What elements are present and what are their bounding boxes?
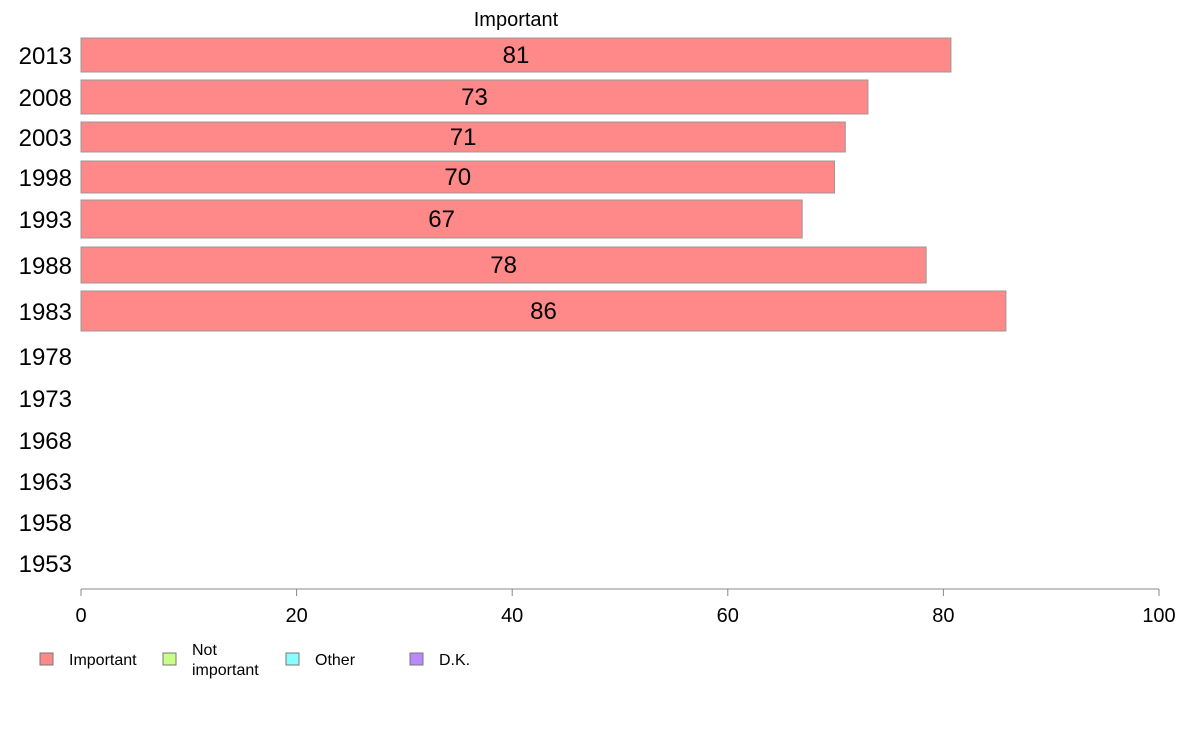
legend-label-1: Not important — [192, 642, 259, 679]
x-axis: 0 20 40 60 80 100 — [75, 588, 1176, 627]
x-tick-label-80: 80 — [932, 605, 954, 627]
y-tick-label-2003: 2003 — [19, 125, 72, 152]
x-tick-label-0: 0 — [75, 605, 86, 627]
y-tick-label-1993: 1993 — [19, 207, 72, 234]
y-tick-label-1958: 1958 — [19, 510, 72, 537]
legend-swatch-1 — [162, 652, 177, 666]
x-tick-label-40: 40 — [501, 605, 523, 627]
y-tick-label-1988: 1988 — [19, 253, 72, 280]
bars-layer: 2013 81 2008 73 2003 71 1998 70 1993 67 1988 78 1983… — [19, 37, 1007, 578]
y-tick-label-1973: 1973 — [19, 386, 72, 413]
chart-title: Important — [474, 9, 559, 31]
legend-label-3: D.K. — [439, 652, 470, 669]
y-tick-label-2008: 2008 — [19, 85, 72, 112]
bar-2013 — [80, 37, 952, 73]
bar-2008 — [80, 79, 869, 115]
legend-swatch-3 — [409, 652, 424, 666]
bar-2003 — [80, 121, 846, 153]
bar-1988 — [80, 246, 927, 284]
bar-value-label-1998: 70 — [444, 164, 471, 191]
y-tick-label-1978: 1978 — [19, 344, 72, 371]
bar-value-label-2008: 73 — [461, 84, 488, 111]
y-tick-label-1963: 1963 — [19, 469, 72, 496]
y-tick-label-1983: 1983 — [19, 299, 72, 326]
bar-value-label-2013: 81 — [503, 42, 530, 69]
x-tick-label-60: 60 — [717, 605, 739, 627]
bar-1983 — [80, 290, 1007, 332]
bar-1993 — [80, 199, 803, 239]
bar-value-label-2003: 71 — [450, 124, 477, 151]
y-tick-label-1998: 1998 — [19, 165, 72, 192]
x-tick-label-100: 100 — [1142, 605, 1175, 627]
bar-value-label-1988: 78 — [490, 252, 517, 279]
y-tick-label-1968: 1968 — [19, 428, 72, 455]
legend-swatch-2 — [285, 652, 300, 666]
legend-swatch-0 — [39, 652, 54, 666]
bar-value-label-1993: 67 — [428, 206, 455, 233]
bar-1998 — [80, 160, 836, 194]
y-tick-label-1953: 1953 — [19, 551, 72, 578]
x-tick-label-20: 20 — [285, 605, 307, 627]
bar-value-label-1983: 86 — [530, 298, 557, 325]
legend: Important Not important Other D.K. — [39, 642, 470, 679]
legend-label-0: Important — [69, 652, 137, 669]
legend-label-2: Other — [315, 652, 356, 669]
y-tick-label-2013: 2013 — [19, 43, 72, 70]
